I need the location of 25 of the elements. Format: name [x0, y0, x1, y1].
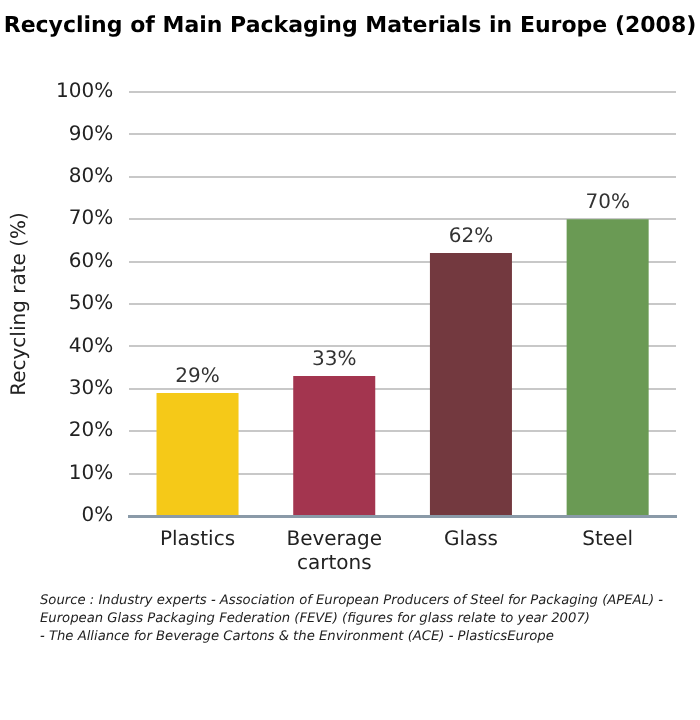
y-tick-label: 60% [68, 250, 114, 273]
x-tick-label: Beverage cartons [286, 529, 383, 576]
x-tick-label: Plastics [159, 529, 236, 552]
y-tick-label: 90% [68, 123, 114, 146]
y-tick-label: 40% [68, 335, 114, 358]
data-label: 33% [312, 349, 357, 372]
chart-title: Recycling of Main Packaging Materials in Europe (2008) [1, 10, 699, 42]
y-tick-label: 80% [68, 165, 114, 188]
y-tick-label: 70% [68, 208, 114, 231]
y-axis-title: Recycling rate (%) [9, 212, 32, 396]
y-tick-label: 0% [81, 505, 114, 528]
bar [293, 376, 376, 515]
data-label: 29% [175, 366, 220, 389]
y-tick-label: 100% [55, 81, 114, 104]
y-tick-label: 50% [68, 293, 114, 316]
data-label: 70% [585, 192, 630, 215]
bar [156, 393, 239, 515]
y-tick-label: 30% [68, 377, 114, 400]
x-tick-label: Steel [582, 529, 634, 552]
data-label: 62% [448, 226, 494, 249]
y-tick-label: 20% [68, 420, 114, 443]
x-tick-label: Glass [443, 529, 499, 552]
y-tick-label: 10% [68, 462, 114, 485]
bar [429, 253, 512, 515]
bar [566, 219, 649, 515]
